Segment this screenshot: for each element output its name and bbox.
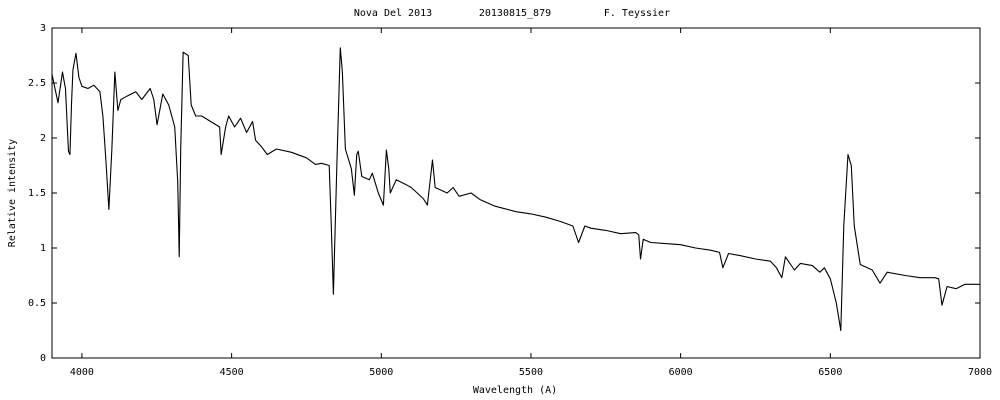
x-tick-label: 6500 [818, 367, 842, 378]
x-tick-label: 7000 [968, 367, 992, 378]
y-tick-label: 0 [40, 353, 46, 364]
x-tick-label: 4000 [70, 367, 94, 378]
plot-frame [51, 27, 981, 359]
chart-subtitle: 20130815_879 [479, 8, 551, 19]
chart-author: F. Teyssier [604, 8, 670, 19]
x-tick-label: 5500 [519, 367, 543, 378]
y-tick-label: 1 [40, 243, 46, 254]
y-tick-label: 0.5 [28, 298, 46, 309]
y-axis-label: Relative intensity [7, 139, 18, 247]
chart-title: Nova Del 2013 [354, 8, 432, 19]
y-tick-label: 3 [40, 23, 46, 34]
x-axis-label: Wavelength (A) [473, 385, 557, 396]
spectrum-line [51, 47, 980, 332]
x-tick-label: 6000 [669, 367, 693, 378]
x-tick-label: 5000 [369, 367, 393, 378]
y-tick-label: 2 [40, 133, 46, 144]
y-tick-label: 2.5 [28, 78, 46, 89]
y-tick-label: 1.5 [28, 188, 46, 199]
x-tick-label: 4500 [220, 367, 244, 378]
